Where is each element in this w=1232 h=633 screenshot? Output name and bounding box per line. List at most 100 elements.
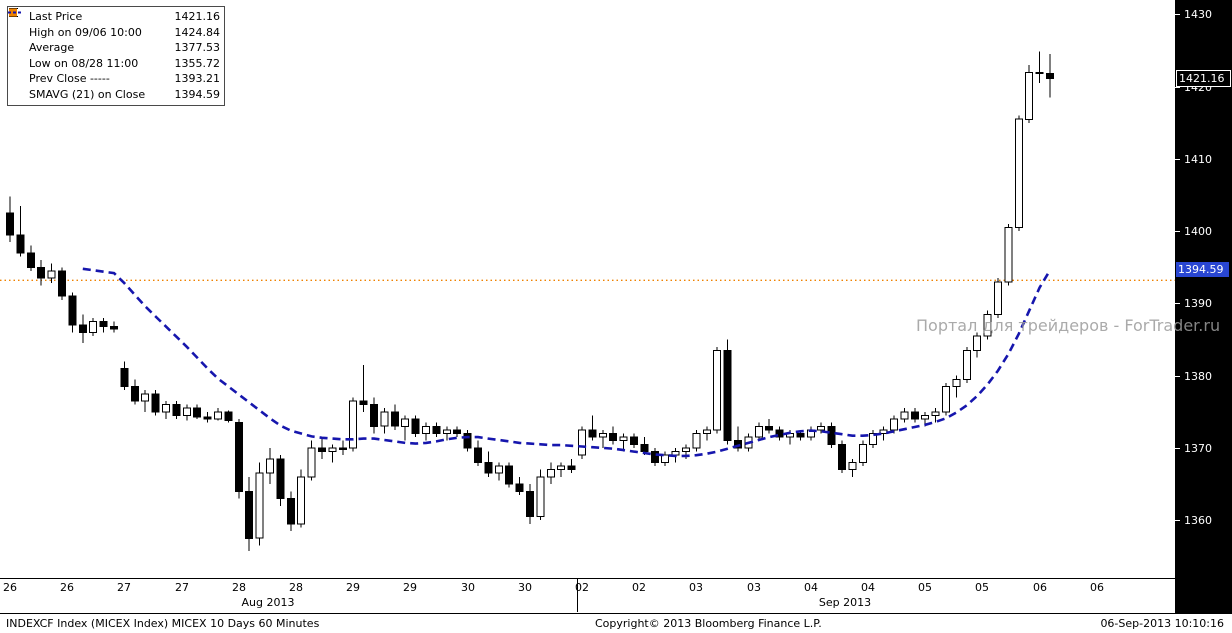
candle-body [141,393,150,402]
candle-body [515,483,524,492]
candle-body [526,490,534,518]
x-axis-label: 04 [861,581,875,594]
candle-body [245,490,254,539]
legend-row[interactable]: Last Price 1421.16 [9,8,221,25]
candle-body [910,411,919,420]
y-axis-label: 1370 [1175,442,1232,455]
y-axis: 1421.16 1394.59 1430 1420 1410 1400 1390 1380… [1175,0,1232,613]
legend-value: 1355.72 [174,56,221,70]
candle-body [869,433,878,445]
candle-body [318,447,326,452]
candle-body [224,411,233,421]
x-axis-label: 27 [117,581,131,594]
x-axis-label: 03 [747,581,761,594]
candle-body [442,429,451,434]
y-axis-label: 1390 [1175,297,1232,310]
candle-body [692,433,701,449]
candle-body [47,270,56,279]
candle-body [58,270,66,297]
candle-body [723,349,732,442]
candle-body [962,349,971,380]
candle-body [120,368,129,388]
candle-body [1035,71,1044,75]
copyright-text: Copyright© 2013 Bloomberg Finance L.P. [595,617,822,630]
candle-body [276,458,285,499]
legend-row[interactable]: SMAVG (21) on Close 1394.59 [8,11,220,103]
legend-box[interactable]: Last Price 1421.16 High on 09/06 10:00 1424… [7,6,225,106]
candle-body [78,324,87,333]
candle-body [713,349,722,431]
candle-body [567,465,576,471]
candle-body [68,295,77,326]
candle-body [130,386,139,402]
candle-body [942,386,950,413]
x-axis-label: 03 [689,581,703,594]
x-axis-label: 30 [461,581,475,594]
y-axis-label: 1400 [1175,225,1232,238]
legend-label: SMAVG (21) on Close [29,87,146,101]
x-axis-label: 27 [175,581,189,594]
footer-bar: INDEXCF Index (MICEX Index) MICEX 10 Day… [0,613,1232,633]
candle-body [349,400,358,449]
legend-label: High on 09/06 10:00 [29,25,142,39]
candle-body [900,411,909,420]
candle-body [952,378,961,387]
candle-body [266,458,274,474]
candle-body [578,429,586,456]
candle-body [598,433,607,438]
candle-body [838,443,846,471]
y-axis-label: 1410 [1175,153,1232,166]
candle-body [422,425,430,434]
candle-body [848,461,857,471]
candle-body [6,212,14,236]
legend-label: Average [29,41,75,55]
legend-row[interactable]: Low on 08/28 11:00 1355.72 [9,8,221,72]
chart-plot-area[interactable]: Last Price 1421.16 High on 09/06 10:00 1424… [0,0,1175,579]
x-axis-label: 28 [232,581,246,594]
candle-body [453,429,462,434]
price-chart-svg [0,51,1175,552]
candle-body [557,465,566,471]
candle-body [994,281,1002,315]
legend-row[interactable]: High on 09/06 10:00 1424.84 [9,8,220,41]
month-separator-line [577,579,578,612]
candle-body [474,447,482,463]
legend-value: 1377.53 [174,41,221,55]
x-axis-label: 02 [575,581,589,594]
smavg-line [82,267,1052,458]
candle-body [1014,118,1023,229]
candle-body [359,400,368,406]
candle-body [630,436,638,445]
candle-body [37,266,46,279]
candle-body [151,393,160,413]
candle-body [619,436,628,442]
y-axis-label: 1430 [1175,8,1232,21]
x-axis-label: 06 [1090,581,1104,594]
candle-body [380,411,389,427]
candle-body [765,425,774,431]
candle-body [432,425,441,434]
x-axis-label: 06 [1033,581,1047,594]
smavg-badge: 1394.59 [1176,262,1229,277]
candle-body [796,433,805,438]
candle-body [297,476,306,525]
x-axis-label: 30 [518,581,532,594]
candle-body [307,447,316,478]
candle-body [588,429,597,438]
candle-body [411,418,420,435]
candle-body [182,407,191,416]
candle-body [494,465,503,474]
month-label: Sep 2013 [818,596,872,609]
candle-body [463,433,472,449]
candle-body [89,321,98,333]
last-price-badge: 1421.16 [1176,70,1231,87]
candle-body [110,326,118,330]
legend-row[interactable]: Average 1377.53 [8,8,221,56]
candle-body [484,461,493,474]
x-axis-label: 02 [632,581,646,594]
x-axis-label: 04 [804,581,818,594]
candle-body [338,447,347,450]
legend-row[interactable]: Prev Close ----- 1393.21 [9,8,220,87]
legend-value: 1421.16 [174,10,221,24]
